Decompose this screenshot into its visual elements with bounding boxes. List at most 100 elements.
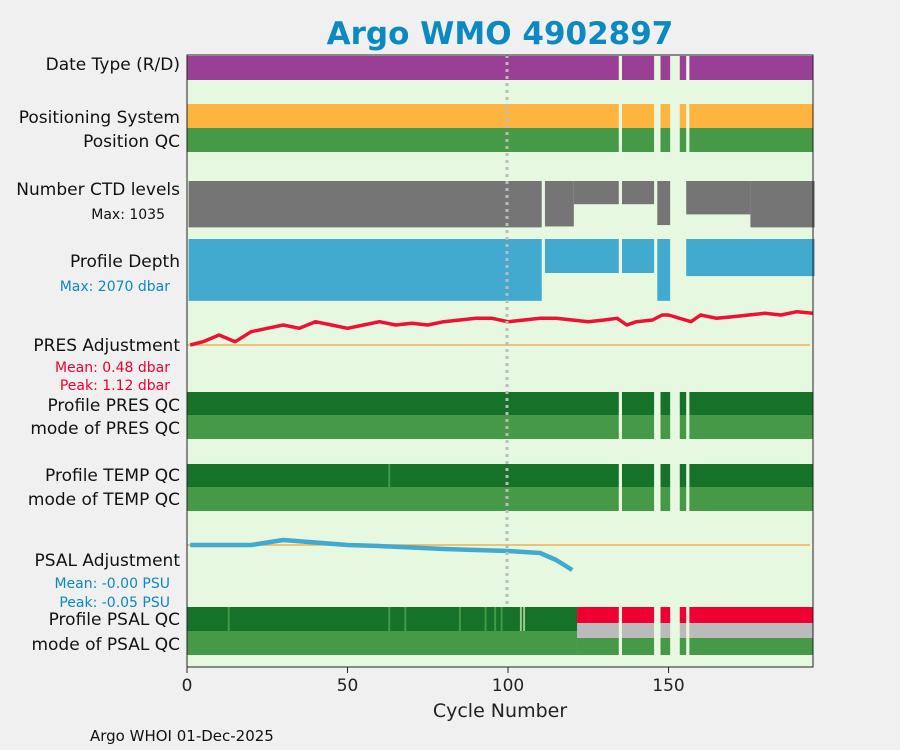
positioning-band-seg-3 bbox=[679, 104, 687, 128]
data-type-band-seg-3 bbox=[679, 56, 687, 80]
depth-bar-4 bbox=[686, 239, 815, 277]
psal-adjustment-line bbox=[190, 537, 574, 572]
temp-mode-band-seg-3 bbox=[679, 487, 687, 511]
pres-peak: Peak: 1.12 dbar bbox=[60, 378, 170, 394]
position-qc-band-seg-2 bbox=[660, 128, 671, 152]
ctd-bar-4 bbox=[657, 181, 671, 226]
psal-mode-band-seg-0 bbox=[577, 638, 619, 655]
psal-qc-gray-band-seg-4 bbox=[689, 623, 813, 638]
position-qc-band-seg-1 bbox=[621, 128, 655, 152]
temp-mode-band-seg-2 bbox=[660, 487, 671, 511]
temp-qc-band-seg-3 bbox=[679, 464, 687, 487]
label-position-qc: Position QC bbox=[83, 132, 180, 152]
psal-qc-bad-band-seg-2 bbox=[660, 607, 671, 623]
label-psal-adjustment: PSAL Adjustment bbox=[35, 551, 181, 571]
label-pres-mode: mode of PRES QC bbox=[30, 419, 180, 439]
temp-qc-band-seg-4 bbox=[689, 464, 813, 487]
psal-qc-bad-band-seg-1 bbox=[621, 607, 655, 623]
temp-qc-band-seg-2 bbox=[660, 464, 671, 487]
psal-qc-mark-4 bbox=[484, 607, 487, 631]
positioning-band-seg-4 bbox=[689, 104, 813, 128]
psal-peak: Peak: -0.05 PSU bbox=[59, 595, 170, 611]
data-type-band-seg-0 bbox=[187, 56, 619, 80]
ctd-bar-6 bbox=[750, 181, 815, 228]
psal-qc-gray-band-seg-1 bbox=[621, 623, 655, 638]
ctd-bar-0 bbox=[188, 181, 542, 228]
depth-max: Max: 2070 dbar bbox=[60, 279, 171, 295]
label-psal-qc: Profile PSAL QC bbox=[49, 610, 180, 630]
psal-qc-bad-band-seg-0 bbox=[577, 607, 619, 623]
x-tick-label-150: 150 bbox=[652, 676, 684, 696]
psal-mode-good-band-seg-0 bbox=[187, 631, 578, 655]
psal-mode-band-seg-3 bbox=[679, 638, 687, 655]
pres-adjustment-line bbox=[189, 309, 814, 347]
ctd-bar-2 bbox=[573, 181, 619, 205]
plot-background bbox=[187, 55, 813, 667]
pres-mode-band-seg-3 bbox=[679, 415, 687, 439]
pres-qc-band-seg-4 bbox=[689, 392, 813, 415]
data-type-band-seg-1 bbox=[621, 56, 655, 80]
pres-qc-band-seg-1 bbox=[621, 392, 655, 415]
psal-qc-mark-1 bbox=[388, 607, 391, 631]
ctd-bar-3 bbox=[621, 181, 655, 205]
label-temp-qc: Profile TEMP QC bbox=[45, 466, 180, 486]
x-axis-label: Cycle Number bbox=[433, 700, 567, 722]
psal-qc-gray-band-seg-2 bbox=[660, 623, 671, 638]
ctd-bar-5 bbox=[686, 181, 751, 215]
chart-title: Argo WMO 4902897 bbox=[327, 16, 674, 52]
temp-qc-light-mark bbox=[388, 464, 391, 487]
psal-mean: Mean: -0.00 PSU bbox=[54, 576, 170, 592]
x-tick-label-50: 50 bbox=[337, 676, 359, 696]
position-qc-band-seg-4 bbox=[689, 128, 813, 152]
label-data-type: Date Type (R/D) bbox=[46, 55, 180, 75]
label-pres-qc: Profile PRES QC bbox=[47, 396, 180, 416]
psal-mode-band-seg-1 bbox=[621, 638, 655, 655]
pres-qc-band-seg-0 bbox=[187, 392, 619, 415]
label-profile-depth: Profile Depth bbox=[70, 252, 180, 272]
psal-qc-mark-2 bbox=[404, 607, 407, 631]
psal-qc-mark-0 bbox=[227, 607, 230, 631]
depth-bar-1 bbox=[544, 239, 619, 274]
psal-qc-mark-6 bbox=[500, 607, 503, 631]
psal-qc-mark-3 bbox=[458, 607, 461, 631]
pres-qc-band-seg-2 bbox=[660, 392, 671, 415]
label-pres-adjustment: PRES Adjustment bbox=[33, 336, 180, 356]
position-qc-band-seg-3 bbox=[679, 128, 687, 152]
psal-qc-good-band-seg-0 bbox=[187, 607, 578, 631]
psal-qc-mark-5 bbox=[494, 607, 497, 631]
positioning-band-seg-1 bbox=[621, 104, 655, 128]
pres-mode-band-seg-1 bbox=[621, 415, 655, 439]
ctd-bar-1 bbox=[544, 181, 574, 227]
data-type-band-seg-4 bbox=[689, 56, 813, 80]
pres-mode-band-seg-2 bbox=[660, 415, 671, 439]
depth-bar-3 bbox=[657, 239, 671, 301]
temp-mode-band-seg-0 bbox=[187, 487, 619, 511]
label-psal-mode: mode of PSAL QC bbox=[31, 635, 180, 655]
psal-qc-bad-band-seg-3 bbox=[679, 607, 687, 623]
ctd-max: Max: 1035 bbox=[91, 207, 165, 223]
label-temp-mode: mode of TEMP QC bbox=[28, 490, 180, 510]
pres-mode-band-seg-4 bbox=[689, 415, 813, 439]
psal-qc-gray-band-seg-3 bbox=[679, 623, 687, 638]
x-tick-label-100: 100 bbox=[492, 676, 524, 696]
positioning-band-seg-0 bbox=[187, 104, 619, 128]
pres-mean: Mean: 0.48 dbar bbox=[55, 360, 170, 376]
temp-qc-band-seg-0 bbox=[187, 464, 619, 487]
x-tick-label-0: 0 bbox=[182, 676, 193, 696]
temp-mode-band-seg-1 bbox=[621, 487, 655, 511]
label-ctd-levels: Number CTD levels bbox=[16, 180, 180, 200]
position-qc-band-seg-0 bbox=[187, 128, 619, 152]
psal-qc-mark-7 bbox=[519, 607, 522, 631]
psal-mode-band-seg-4 bbox=[689, 638, 813, 655]
temp-mode-band-seg-4 bbox=[689, 487, 813, 511]
depth-bar-2 bbox=[621, 239, 655, 274]
depth-bar-0 bbox=[188, 239, 542, 301]
plot-frame bbox=[186, 54, 814, 668]
data-type-band-seg-2 bbox=[660, 56, 671, 80]
psal-qc-gray-band-seg-0 bbox=[577, 623, 619, 638]
psal-mode-band-seg-2 bbox=[660, 638, 671, 655]
psal-qc-bad-band-seg-4 bbox=[689, 607, 813, 623]
footer-credit: Argo WHOI 01-Dec-2025 bbox=[90, 727, 274, 745]
positioning-band-seg-2 bbox=[660, 104, 671, 128]
